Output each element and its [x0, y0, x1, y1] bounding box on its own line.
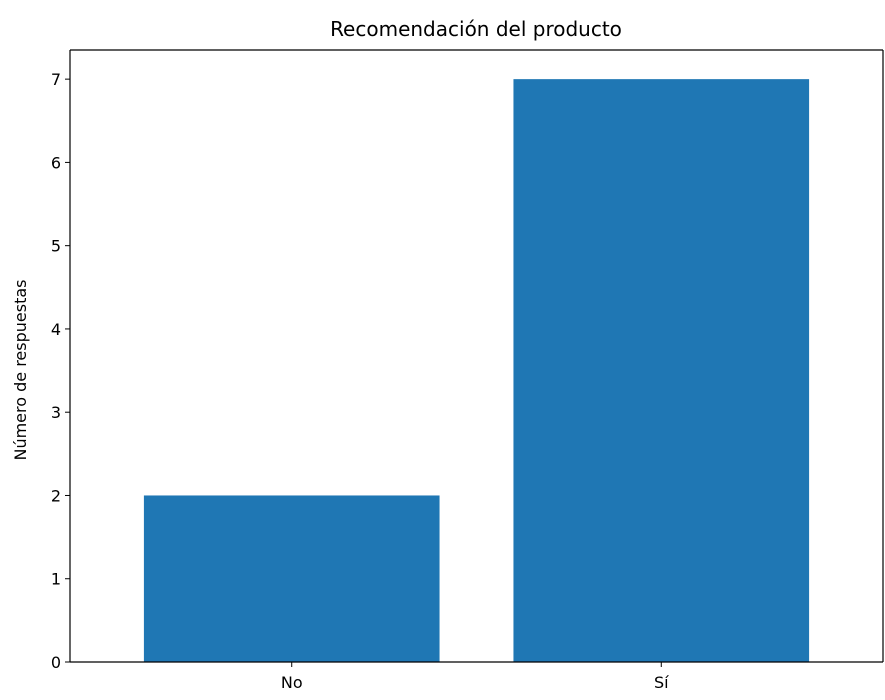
y-axis-label: Número de respuestas — [11, 279, 30, 460]
bar-2 — [513, 79, 810, 662]
y-ticks-group: 0 1 2 3 4 5 6 7 — [51, 70, 70, 672]
y-tick-label: 1 — [51, 570, 61, 589]
y-tick-label: 6 — [51, 153, 61, 172]
y-tick-label: 4 — [51, 320, 61, 339]
y-tick-label: 2 — [51, 486, 61, 505]
y-tick-label: 0 — [51, 653, 61, 672]
chart-title: Recomendación del producto — [330, 17, 622, 41]
bars-group — [143, 79, 810, 662]
y-tick-label: 5 — [51, 237, 61, 256]
x-tick-label: No — [281, 673, 303, 692]
y-tick-label: 3 — [51, 403, 61, 422]
axes-frame — [69, 49, 884, 663]
bar-1 — [143, 495, 440, 662]
y-tick-label: 7 — [51, 70, 61, 89]
x-tick-label: Sí — [654, 673, 669, 692]
x-ticks-group: No Sí — [281, 662, 669, 692]
